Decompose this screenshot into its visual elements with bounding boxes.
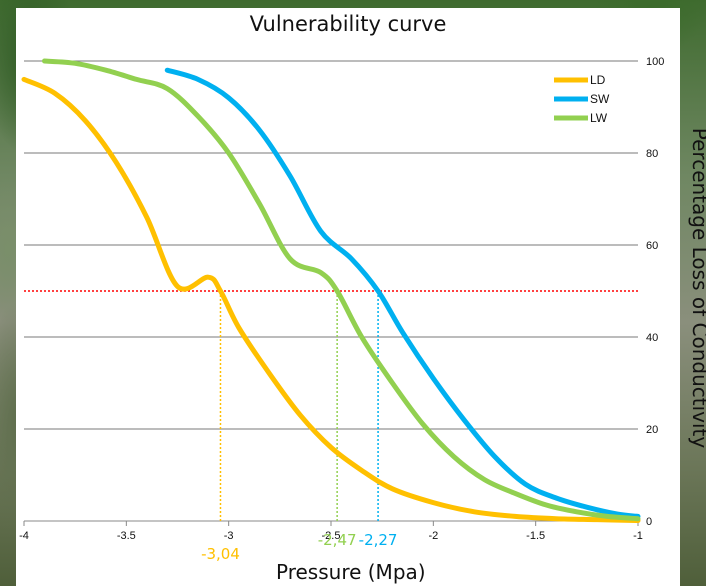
x-tick-label: -2 bbox=[428, 530, 438, 542]
y-tick-label: 60 bbox=[646, 240, 658, 252]
y-tick-label: 80 bbox=[646, 148, 658, 160]
x-tick-label: -3 bbox=[224, 530, 234, 542]
legend-label-ld: LD bbox=[590, 73, 606, 87]
y-tick-label: 20 bbox=[646, 424, 658, 436]
legend-label-sw: SW bbox=[590, 92, 610, 106]
x-axis-title: Pressure (Mpa) bbox=[276, 560, 426, 584]
y-tick-label: 0 bbox=[646, 516, 652, 528]
x-tick-label: -1.5 bbox=[526, 530, 545, 542]
series-line-lw bbox=[41, 58, 641, 522]
x-tick-label: -3.5 bbox=[117, 530, 136, 542]
series-line-sw bbox=[164, 67, 641, 519]
annotation-label: -3,04 bbox=[201, 545, 240, 563]
annotation-label: -2,47 bbox=[318, 531, 357, 549]
chart-svg: 0 20 40 60 80 100 -4 -3.5 -3 -2.5 -2 -1.5 -1 -3,04 -2,… bbox=[19, 56, 664, 563]
chart-panel: Vulnerability curve 0 20 40 60 80 100 -4 -3.5 -3… bbox=[16, 8, 706, 586]
series-line-ld bbox=[21, 76, 641, 524]
chart-title: Vulnerability curve bbox=[249, 12, 447, 36]
annotation-label: -2,27 bbox=[359, 531, 398, 549]
legend-label-lw: LW bbox=[590, 111, 608, 125]
x-tick-label: -4 bbox=[19, 530, 29, 542]
x-tick-label: -1 bbox=[633, 530, 643, 542]
x-tick-label: -2.5 bbox=[322, 530, 341, 542]
y-tick-label: 40 bbox=[646, 332, 658, 344]
y-axis-title: Percentage Loss of Conductivity bbox=[688, 127, 706, 449]
y-tick-label: 100 bbox=[646, 56, 664, 68]
